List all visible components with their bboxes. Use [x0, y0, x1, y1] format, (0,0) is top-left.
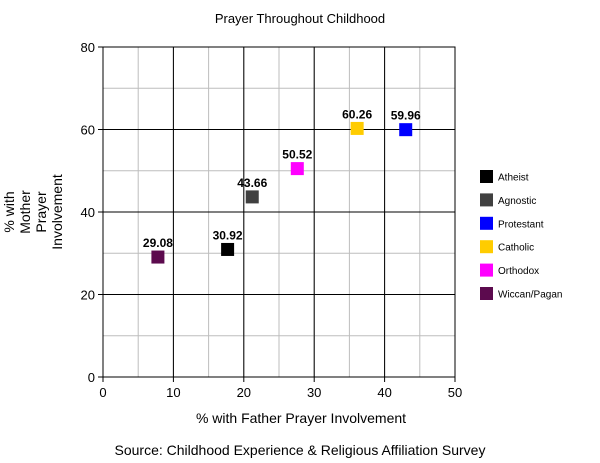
data-points: 30.92 43.66 59.96 60.26 50.52 29.08 [143, 107, 421, 264]
legend-entry-label: Orthodox [498, 266, 539, 277]
legend-swatch [480, 240, 493, 254]
legend-entry-label: Atheist [498, 173, 529, 184]
y-tick-label: 80 [81, 40, 95, 55]
data-point [245, 190, 259, 204]
y-tick-label: 0 [88, 370, 95, 385]
data-point [350, 121, 364, 135]
legend-swatch [480, 216, 493, 230]
data-label: 60.26 [342, 107, 372, 121]
data-label: 43.66 [237, 176, 267, 190]
y-axis-title-line: % with [1, 191, 17, 232]
x-tick-label: 30 [307, 385, 321, 400]
x-tick-label: 50 [448, 385, 462, 400]
legend: Atheist Agnostic Protestant Catholic Orthodo… [480, 170, 562, 301]
data-label: 59.96 [391, 109, 421, 123]
source-note: Source: Childhood Experience & Religious… [115, 442, 486, 458]
y-tick-label: 40 [81, 205, 95, 220]
y-axis-title: % withMotherPrayerInvolvement [1, 174, 65, 250]
legend-swatch [480, 170, 493, 183]
data-point [151, 250, 165, 264]
x-tick-label: 20 [237, 385, 251, 400]
data-point [290, 162, 304, 176]
legend-entry-label: Agnostic [498, 196, 536, 207]
x-tick-label: 40 [377, 385, 391, 400]
y-tick-label: 20 [81, 288, 95, 303]
legend-entry-label: Protestant [498, 219, 544, 230]
legend-swatch [480, 263, 493, 277]
legend-entry-label: Wiccan/Pagan [498, 290, 562, 301]
y-axis-title-line: Involvement [49, 174, 65, 250]
y-axis-title-line: Prayer [33, 191, 49, 233]
x-tick-label: 0 [99, 385, 106, 400]
data-point [399, 123, 413, 137]
legend-entry-label: Catholic [498, 243, 534, 254]
y-tick-label: 60 [81, 123, 95, 138]
chart-title: Prayer Throughout Childhood [215, 11, 385, 26]
data-label: 50.52 [282, 148, 312, 162]
x-tick-label: 10 [166, 385, 180, 400]
y-axis-ticks: 0 20 40 60 80 [81, 40, 103, 385]
legend-swatch [480, 287, 493, 300]
legend-swatch [480, 193, 493, 207]
x-axis-ticks: 0 10 20 30 40 50 [99, 377, 462, 400]
data-label: 30.92 [213, 228, 243, 242]
data-point [221, 242, 235, 256]
data-label: 29.08 [143, 236, 173, 250]
y-axis-title-line: Mother [17, 190, 33, 234]
x-axis-title: % with Father Prayer Involvement [196, 410, 406, 426]
